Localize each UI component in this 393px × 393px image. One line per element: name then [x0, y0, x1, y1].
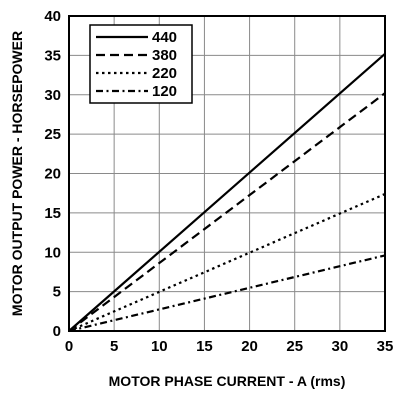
- legend-label-220: 220: [152, 65, 177, 82]
- x-tick-label: 5: [110, 338, 118, 355]
- x-axis-ticks: 0 5 10 15 20 25 30 35: [65, 338, 393, 355]
- series-line-220: [68, 192, 386, 333]
- y-axis-title: MOTOR OUTPUT POWER - HORSEPOWER: [9, 31, 25, 316]
- series-line-440: [68, 52, 386, 332]
- legend-label-120: 120: [152, 83, 177, 100]
- y-axis-ticks: 0 5 10 15 20 25 30 35 40: [44, 8, 61, 340]
- x-tick-label: 30: [332, 338, 349, 355]
- legend-label-440: 440: [152, 29, 177, 46]
- x-tick-label: 20: [241, 338, 258, 355]
- series-line-380: [68, 92, 386, 332]
- y-tick-label: 20: [44, 166, 61, 183]
- y-tick-label: 40: [44, 8, 61, 25]
- legend-label-380: 380: [152, 47, 177, 64]
- series-line-120: [68, 254, 386, 333]
- y-tick-label: 5: [53, 284, 61, 301]
- x-tick-label: 15: [196, 338, 213, 355]
- x-tick-label: 35: [377, 338, 393, 355]
- y-tick-label: 30: [44, 87, 61, 104]
- x-tick-label: 10: [151, 338, 168, 355]
- y-tick-label: 25: [44, 126, 61, 143]
- y-tick-label: 0: [53, 323, 61, 340]
- y-tick-label: 15: [44, 205, 61, 222]
- y-tick-label: 35: [44, 47, 61, 64]
- y-tick-label: 10: [44, 244, 61, 261]
- x-axis-title: MOTOR PHASE CURRENT - A (rms): [109, 373, 346, 389]
- plot-frame: [68, 15, 386, 332]
- x-tick-label: 25: [286, 338, 303, 355]
- x-tick-label: 0: [65, 338, 73, 355]
- series-lines: [68, 52, 386, 333]
